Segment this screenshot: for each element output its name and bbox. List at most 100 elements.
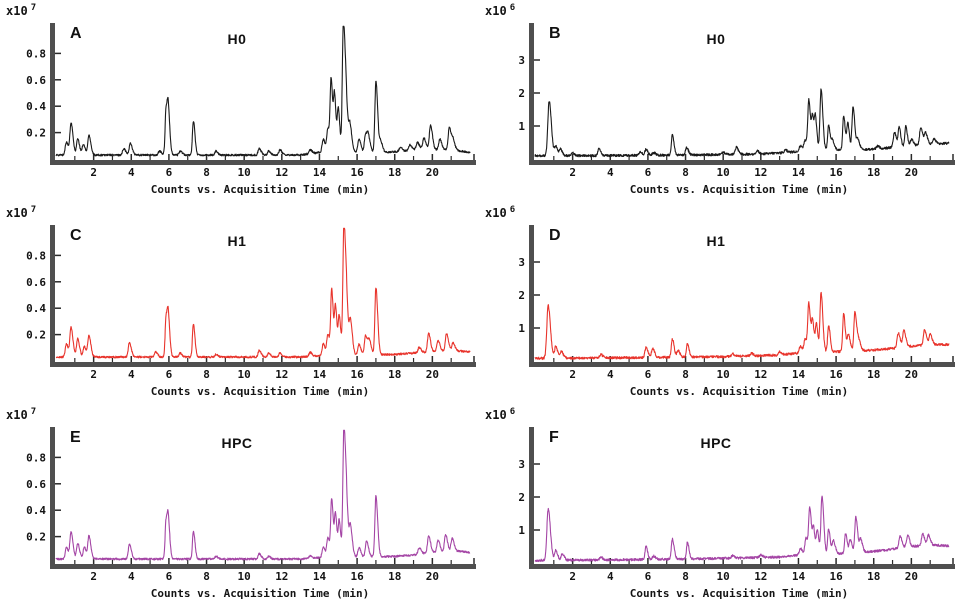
panel-letter: C (70, 227, 82, 244)
scale-base: x10 (485, 408, 507, 422)
svg-text:18: 18 (388, 570, 401, 583)
scale-base: x10 (6, 408, 28, 422)
panel-letter: B (549, 25, 561, 42)
svg-text:10: 10 (717, 570, 730, 583)
panel-c: 0.2 0.4 0.6 0.8 2 4 6 8 10 12 14 16 18 20 x10 7 C H1 C… (0, 203, 479, 405)
svg-text:1: 1 (518, 120, 525, 133)
svg-text:6: 6 (166, 570, 173, 583)
svg-text:0.4: 0.4 (26, 504, 46, 517)
panel-d: 1 2 3 2 4 6 8 10 12 14 16 18 20 x10 6 D H1 Counts vs.… (479, 203, 958, 405)
y-axis-scale-label: x10 6 (485, 407, 515, 422)
svg-text:16: 16 (350, 368, 364, 381)
sample-label: H0 (227, 31, 247, 47)
svg-text:4: 4 (607, 166, 614, 179)
y-axis-scale-label: x10 6 (485, 3, 515, 18)
svg-text:0.4: 0.4 (26, 100, 46, 113)
svg-text:10: 10 (238, 166, 251, 179)
scale-base: x10 (485, 4, 507, 18)
scale-exponent: 6 (509, 407, 516, 417)
svg-text:12: 12 (754, 166, 767, 179)
y-axis-scale-label: x10 7 (6, 205, 36, 220)
svg-text:10: 10 (238, 570, 251, 583)
svg-text:8: 8 (203, 570, 210, 583)
svg-text:3: 3 (518, 54, 525, 67)
panel-letter: D (549, 227, 561, 244)
scale-base: x10 (6, 206, 28, 220)
svg-text:6: 6 (645, 570, 652, 583)
svg-text:16: 16 (829, 166, 843, 179)
svg-text:16: 16 (350, 166, 364, 179)
svg-text:8: 8 (682, 368, 689, 381)
svg-text:18: 18 (867, 166, 880, 179)
scale-exponent: 7 (30, 407, 37, 417)
scale-exponent: 7 (30, 3, 37, 13)
svg-text:2: 2 (90, 166, 97, 179)
svg-text:1: 1 (518, 322, 525, 335)
svg-text:14: 14 (792, 570, 806, 583)
x-axis-title: Counts vs. Acquisition Time (min) (629, 183, 849, 196)
svg-text:2: 2 (569, 570, 576, 583)
svg-text:18: 18 (867, 570, 880, 583)
svg-text:14: 14 (313, 368, 327, 381)
svg-text:0.8: 0.8 (26, 249, 46, 262)
svg-text:4: 4 (128, 368, 135, 381)
svg-text:20: 20 (426, 166, 439, 179)
x-axis-title: Counts vs. Acquisition Time (min) (150, 385, 370, 398)
svg-text:8: 8 (203, 368, 210, 381)
svg-text:10: 10 (717, 368, 730, 381)
svg-text:12: 12 (275, 570, 288, 583)
svg-text:18: 18 (388, 166, 401, 179)
svg-text:2: 2 (518, 491, 525, 504)
sample-label: HPC (221, 435, 253, 451)
svg-text:14: 14 (313, 570, 327, 583)
svg-text:14: 14 (792, 368, 806, 381)
y-axis-scale-label: x10 6 (485, 205, 515, 220)
svg-text:6: 6 (166, 166, 173, 179)
svg-text:20: 20 (905, 166, 918, 179)
scale-exponent: 7 (30, 205, 37, 215)
svg-text:0.8: 0.8 (26, 451, 46, 464)
svg-text:8: 8 (682, 570, 689, 583)
chromatogram-plot-a: 0.2 0.4 0.6 0.8 2 4 6 8 10 12 14 16 18 20 (26, 23, 476, 179)
svg-text:0.6: 0.6 (26, 276, 46, 289)
svg-text:4: 4 (607, 570, 614, 583)
svg-text:0.2: 0.2 (26, 531, 46, 544)
svg-text:20: 20 (905, 368, 918, 381)
svg-text:18: 18 (388, 368, 401, 381)
svg-text:0.8: 0.8 (26, 47, 46, 60)
panel-letter: F (549, 429, 559, 446)
chromatogram-plot-c: 0.2 0.4 0.6 0.8 2 4 6 8 10 12 14 16 18 20 (26, 225, 476, 381)
svg-text:20: 20 (426, 368, 439, 381)
svg-text:10: 10 (238, 368, 251, 381)
svg-text:16: 16 (350, 570, 364, 583)
svg-text:2: 2 (518, 289, 525, 302)
panel-letter: A (70, 25, 82, 42)
svg-text:6: 6 (645, 368, 652, 381)
svg-text:8: 8 (682, 166, 689, 179)
sample-label: H1 (706, 233, 726, 249)
svg-text:14: 14 (313, 166, 327, 179)
y-axis-scale-label: x10 7 (6, 3, 36, 18)
svg-text:2: 2 (90, 570, 97, 583)
svg-text:6: 6 (166, 368, 173, 381)
panel-a: 0.2 0.4 0.6 0.8 2 4 6 8 10 12 14 16 18 20 x10 7 A H0 C… (0, 1, 479, 203)
svg-text:16: 16 (829, 368, 843, 381)
panel-e: 0.2 0.4 0.6 0.8 2 4 6 8 10 12 14 16 18 20 x10 7 E HPC … (0, 405, 479, 607)
svg-text:0.2: 0.2 (26, 329, 46, 342)
svg-text:0.4: 0.4 (26, 302, 46, 315)
svg-text:8: 8 (203, 166, 210, 179)
svg-text:12: 12 (754, 570, 767, 583)
svg-text:3: 3 (518, 458, 525, 471)
scale-exponent: 6 (509, 3, 516, 13)
svg-text:2: 2 (569, 166, 576, 179)
svg-text:3: 3 (518, 256, 525, 269)
svg-text:18: 18 (867, 368, 880, 381)
scale-base: x10 (485, 206, 507, 220)
panel-b: 1 2 3 2 4 6 8 10 12 14 16 18 20 x10 6 B H0 Counts vs.… (479, 1, 958, 203)
svg-text:0.2: 0.2 (26, 127, 46, 140)
x-axis-title: Counts vs. Acquisition Time (min) (629, 385, 849, 398)
